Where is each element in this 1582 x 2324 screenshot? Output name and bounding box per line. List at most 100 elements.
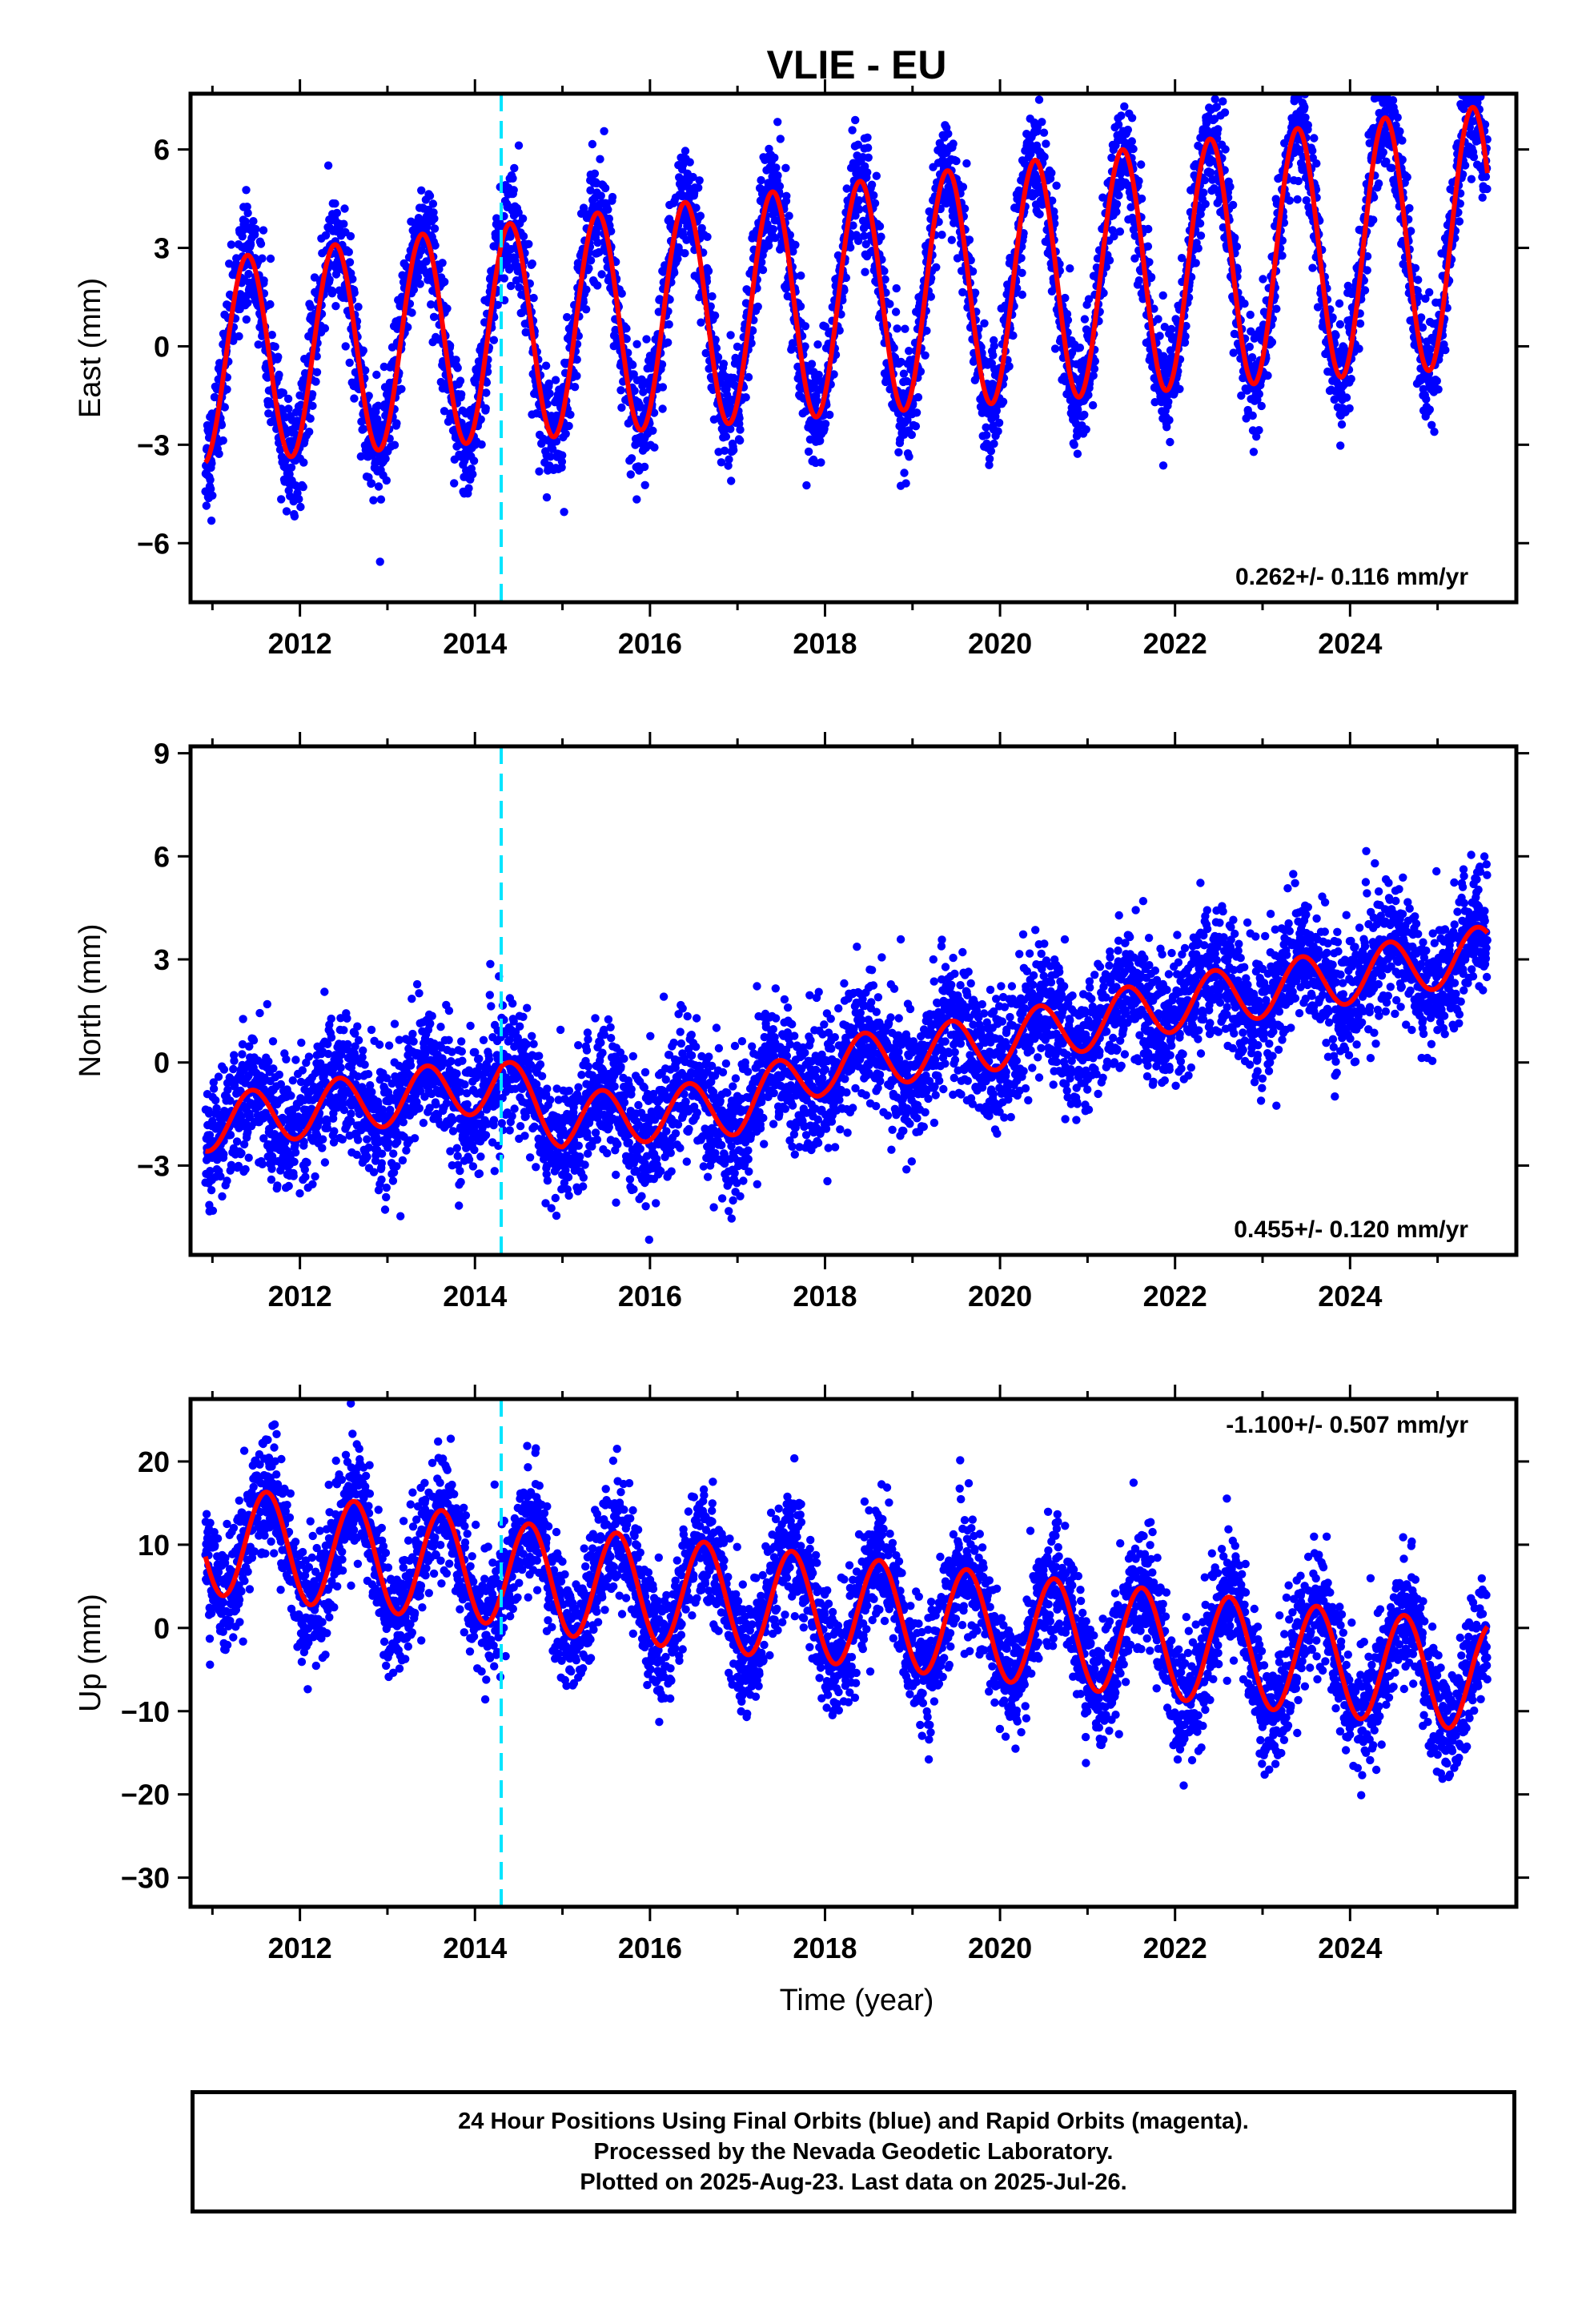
data-point: [206, 476, 215, 485]
data-point: [1035, 210, 1044, 219]
data-point: [1377, 82, 1385, 90]
data-point: [664, 338, 673, 347]
data-point: [1154, 315, 1162, 324]
data-point: [965, 235, 974, 244]
data-point: [907, 430, 917, 440]
data-point: [339, 219, 348, 228]
data-point: [207, 459, 216, 468]
data-point: [1195, 219, 1205, 228]
data-point: [695, 176, 704, 185]
data-point: [622, 324, 631, 333]
data-point: [727, 476, 736, 485]
data-point: [1380, 83, 1388, 91]
data-point: [1219, 97, 1227, 106]
data-point: [277, 495, 286, 504]
data-point: [913, 392, 923, 402]
data-point: [817, 458, 825, 467]
data-point: [1285, 196, 1295, 205]
data-point: [1355, 319, 1365, 328]
data-point: [456, 376, 465, 385]
data-point: [949, 139, 958, 148]
data-point: [427, 300, 436, 309]
data-point: [305, 428, 314, 436]
data-point: [438, 259, 447, 267]
data-point: [215, 449, 223, 458]
data-point: [813, 340, 822, 349]
data-point: [1430, 428, 1439, 436]
data-point: [947, 235, 957, 244]
data-point: [430, 224, 440, 233]
data-point: [1245, 342, 1255, 352]
data-point: [588, 139, 597, 149]
data-point: [243, 203, 251, 211]
data-point: [528, 259, 536, 268]
data-point: [770, 153, 779, 163]
data-point: [1191, 259, 1200, 267]
data-point: [1475, 71, 1483, 79]
data-point: [375, 557, 384, 566]
data-point: [242, 186, 251, 195]
data-point: [1272, 304, 1281, 313]
data-point: [373, 415, 382, 424]
data-point: [1220, 108, 1230, 117]
data-point: [354, 303, 363, 312]
data-point: [604, 205, 612, 214]
data-point: [658, 404, 667, 413]
data-point: [258, 254, 267, 263]
data-point: [243, 208, 252, 218]
data-point: [524, 239, 533, 248]
data-point: [1073, 449, 1082, 458]
data-point: [1134, 276, 1144, 285]
data-point: [586, 256, 596, 265]
data-point: [1398, 136, 1407, 145]
data-point: [1481, 172, 1491, 181]
data-point: [813, 396, 821, 405]
data-point: [632, 340, 641, 348]
data-point: [361, 366, 370, 375]
data-point: [264, 409, 273, 418]
data-point: [295, 495, 303, 504]
data-point: [958, 183, 968, 191]
data-point: [807, 360, 817, 368]
data-point: [1464, 82, 1472, 90]
data-point: [721, 432, 731, 441]
data-point: [1118, 67, 1126, 75]
data-point: [1363, 266, 1371, 275]
data-point: [1293, 54, 1301, 62]
data-point: [1374, 179, 1383, 188]
data-point: [617, 289, 626, 298]
data-point: [802, 480, 811, 490]
data-point: [217, 420, 227, 429]
data-point: [596, 191, 605, 200]
data-point: [1034, 95, 1044, 104]
data-point: [581, 305, 591, 314]
data-point: [1090, 364, 1099, 373]
data-point: [1120, 102, 1129, 111]
data-point: [1259, 275, 1267, 283]
data-point: [546, 452, 555, 461]
data-point: [1194, 243, 1203, 253]
data-point: [1278, 251, 1287, 260]
data-point: [962, 159, 971, 168]
data-point: [376, 495, 386, 504]
data-point: [274, 352, 283, 361]
data-point: [452, 356, 460, 364]
data-point: [408, 308, 416, 317]
data-point: [921, 351, 930, 360]
data-point: [1196, 231, 1206, 240]
data-point: [508, 174, 517, 183]
data-point: [332, 208, 342, 218]
data-point: [804, 447, 813, 456]
data-point: [331, 199, 339, 208]
data-point: [582, 285, 591, 294]
data-point: [1240, 300, 1249, 308]
data-point: [327, 289, 337, 298]
data-point: [381, 454, 390, 463]
data-point: [1335, 299, 1344, 308]
data-point: [696, 211, 705, 220]
data-point: [797, 271, 805, 280]
data-point: [1466, 65, 1474, 73]
data-point: [572, 355, 581, 364]
data-point: [1470, 69, 1478, 77]
data-point: [773, 118, 782, 127]
